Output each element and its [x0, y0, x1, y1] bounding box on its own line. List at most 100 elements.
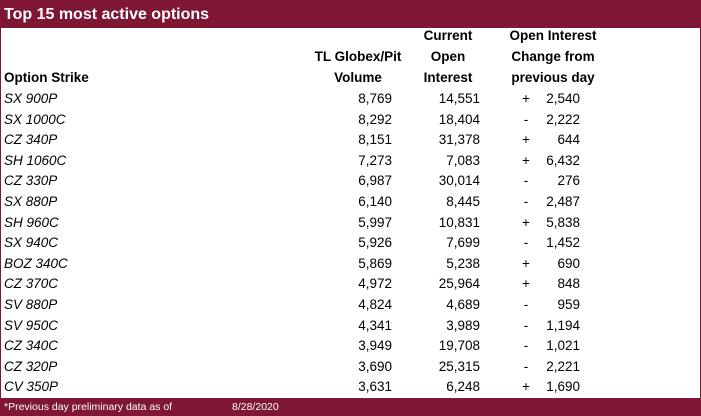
change-value-cell: 690 — [557, 255, 580, 271]
open-interest-cell: 14,551 — [438, 91, 480, 106]
option-strike-cell: SX 1000C — [4, 111, 66, 127]
change-sign-cell: + — [522, 152, 530, 168]
open-interest-cell: 4,689 — [446, 296, 480, 312]
option-strike-cell: BOZ 340C — [4, 255, 68, 271]
option-strike-cell: CZ 370C — [4, 276, 59, 292]
option-strike-cell: SX 880P — [4, 193, 58, 209]
header-oi-change-line-2: Change from — [511, 49, 595, 64]
table-row: SH 1060C 7,273 7,083 + 6,432 — [0, 151, 701, 172]
option-strike-cell: SV 950C — [4, 317, 59, 333]
header-volume: TL Globex/Pit Volume — [296, 46, 420, 88]
header-oi-change: Open Interest Change from previous day — [484, 25, 622, 88]
change-sign-cell: - — [523, 235, 529, 251]
change-sign-cell: + — [522, 276, 530, 292]
option-strike-cell: CZ 320P — [4, 358, 58, 374]
table-row: CZ 320P 3,690 25,315 - 2,221 — [0, 357, 701, 378]
change-sign-cell: - — [523, 338, 529, 354]
open-interest-cell: 31,378 — [438, 132, 480, 148]
table-row: SX 880P 6,140 8,445 - 2,487 — [0, 192, 701, 213]
change-sign-cell: - — [523, 296, 529, 312]
table-row: CZ 340P 8,151 31,378 + 644 — [0, 130, 701, 151]
change-value-cell: 2,221 — [546, 358, 580, 374]
header-volume-line-1: TL Globex/Pit — [314, 49, 402, 64]
open-interest-cell: 10,831 — [438, 214, 480, 230]
change-value-cell: 5,838 — [546, 214, 580, 230]
change-sign-cell: - — [523, 317, 529, 333]
option-strike-cell: CZ 340P — [4, 132, 58, 148]
open-interest-cell: 25,964 — [438, 276, 480, 292]
table-row: BOZ 340C 5,869 5,238 + 690 — [0, 254, 701, 275]
volume-cell: 6,987 — [358, 173, 392, 189]
option-strike-cell: SH 1060C — [4, 152, 67, 168]
open-interest-cell: 8,445 — [446, 193, 480, 209]
option-strike-cell: CZ 330P — [4, 173, 58, 189]
volume-cell: 6,140 — [358, 193, 392, 209]
table-row: CV 350P 3,631 6,248 + 1,690 — [0, 377, 701, 398]
open-interest-cell: 25,315 — [438, 358, 480, 374]
change-sign-cell: + — [522, 255, 530, 271]
volume-cell: 8,151 — [358, 132, 392, 148]
change-value-cell: 2,540 — [546, 91, 580, 106]
open-interest-cell: 7,083 — [446, 152, 480, 168]
option-strike-cell: CZ 340C — [4, 338, 59, 354]
change-sign-cell: + — [522, 91, 530, 106]
volume-cell: 4,972 — [358, 276, 392, 292]
change-value-cell: 2,222 — [546, 111, 580, 127]
header-open-interest-line-1: Current — [423, 28, 473, 43]
open-interest-cell: 7,699 — [446, 235, 480, 251]
table-row: SH 960C 5,997 10,831 + 5,838 — [0, 213, 701, 234]
table-row: SX 1000C 8,292 18,404 - 2,222 — [0, 110, 701, 131]
change-sign-cell: + — [522, 214, 530, 230]
volume-cell: 4,341 — [358, 317, 392, 333]
footer-date: 8/28/2020 — [232, 401, 279, 413]
volume-cell: 8,292 — [358, 111, 392, 127]
table-row: CZ 370C 4,972 25,964 + 848 — [0, 274, 701, 295]
footer-note: *Previous day preliminary data as of — [4, 401, 173, 413]
header-oi-change-line-3: previous day — [511, 70, 595, 85]
volume-cell: 4,824 — [358, 296, 392, 312]
header-option-strike-label: Option Strike — [4, 70, 89, 85]
volume-cell: 7,273 — [358, 152, 392, 168]
volume-cell: 8,769 — [358, 91, 392, 106]
header-open-interest-line-2: Open — [430, 49, 466, 64]
header-oi-change-line-1: Open Interest — [509, 28, 597, 43]
open-interest-cell: 5,238 — [446, 255, 480, 271]
header-volume-line-2: Volume — [334, 70, 382, 85]
option-strike-cell: SV 880P — [4, 296, 58, 312]
change-value-cell: 6,432 — [546, 152, 580, 168]
change-value-cell: 1,021 — [546, 338, 580, 354]
volume-cell: 5,926 — [358, 235, 392, 251]
volume-cell: 3,690 — [358, 358, 392, 374]
open-interest-cell: 3,989 — [446, 317, 480, 333]
option-strike-cell: SX 940C — [4, 235, 59, 251]
volume-cell: 5,869 — [358, 255, 392, 271]
open-interest-cell: 19,708 — [438, 338, 480, 354]
table-body: SX 900P 8,769 14,551 + 2,540 SX 1000C 8,… — [0, 89, 701, 398]
table-row: SX 900P 8,769 14,551 + 2,540 — [0, 89, 701, 110]
option-strike-cell: SH 960C — [4, 214, 59, 230]
change-value-cell: 644 — [557, 132, 580, 148]
open-interest-cell: 18,404 — [438, 111, 480, 127]
change-value-cell: 959 — [557, 296, 580, 312]
option-strike-cell: CV 350P — [4, 379, 59, 395]
table-row: SV 880P 4,824 4,689 - 959 — [0, 295, 701, 316]
change-sign-cell: + — [522, 132, 530, 148]
change-value-cell: 1,194 — [546, 317, 580, 333]
table-row: CZ 330P 6,987 30,014 - 276 — [0, 171, 701, 192]
volume-cell: 3,949 — [358, 338, 392, 354]
table-row: CZ 340C 3,949 19,708 - 1,021 — [0, 336, 701, 357]
option-strike-cell: SX 900P — [4, 91, 58, 106]
header-open-interest-line-3: Interest — [423, 70, 473, 85]
change-sign-cell: - — [523, 173, 529, 189]
volume-cell: 5,997 — [358, 214, 392, 230]
open-interest-cell: 30,014 — [438, 173, 480, 189]
table-row: SX 940C 5,926 7,699 - 1,452 — [0, 233, 701, 254]
change-value-cell: 1,690 — [546, 379, 580, 395]
change-value-cell: 2,487 — [546, 193, 580, 209]
table-title: Top 15 most active options — [0, 0, 701, 28]
change-value-cell: 276 — [557, 173, 580, 189]
change-value-cell: 1,452 — [546, 235, 580, 251]
volume-cell: 3,631 — [358, 379, 392, 395]
change-value-cell: 848 — [557, 276, 580, 292]
header-open-interest: Current Open Interest — [400, 25, 496, 88]
